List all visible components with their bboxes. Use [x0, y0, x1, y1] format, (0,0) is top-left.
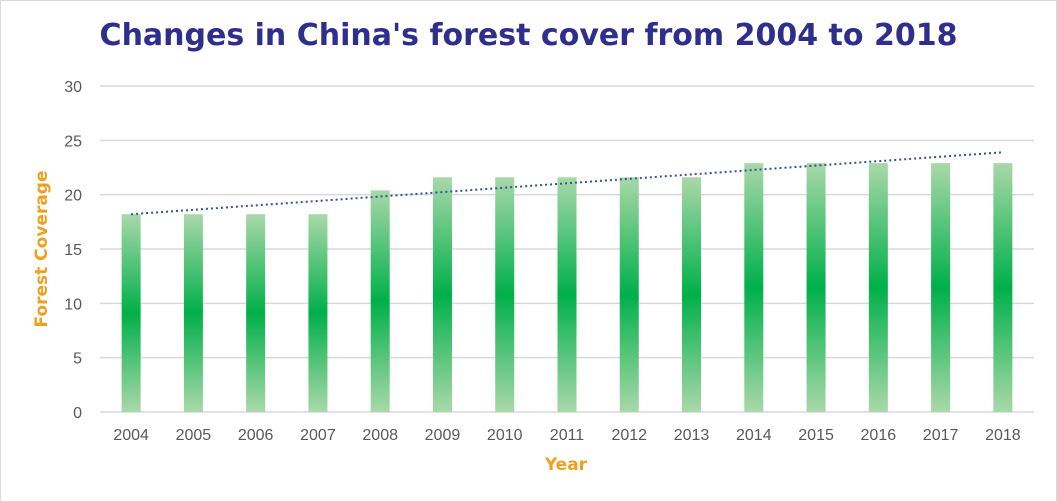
y-tick-label-20: 20 — [64, 188, 82, 205]
y-tick-label-25: 25 — [64, 133, 82, 150]
bar-series — [121, 163, 1013, 412]
bar-2006 — [246, 214, 266, 412]
y-axis-ticks: 0 5 10 15 20 25 30 — [64, 79, 82, 422]
trendline — [131, 151, 1003, 216]
x-tick-label-2008: 2008 — [362, 427, 398, 444]
x-tick-label-2018: 2018 — [985, 427, 1021, 444]
x-tick-label-2013: 2013 — [674, 427, 710, 444]
x-tick-label-2015: 2015 — [798, 427, 834, 444]
x-axis-ticks: 2004 2005 2006 2007 2008 2009 2010 2011 2012 2013… — [113, 427, 1020, 444]
bar-2008 — [370, 190, 390, 412]
x-tick-label-2007: 2007 — [300, 427, 336, 444]
x-tick-label-2012: 2012 — [611, 427, 647, 444]
x-tick-label-2010: 2010 — [487, 427, 523, 444]
y-tick-label-5: 5 — [73, 351, 82, 368]
x-tick-label-2017: 2017 — [923, 427, 959, 444]
bar-2017 — [931, 163, 951, 412]
x-axis-title: Year — [544, 455, 588, 475]
bar-2004 — [121, 214, 141, 412]
y-tick-label-15: 15 — [64, 242, 82, 259]
x-tick-label-2006: 2006 — [238, 427, 274, 444]
x-tick-label-2005: 2005 — [176, 427, 212, 444]
bar-2016 — [868, 163, 888, 412]
bar-2010 — [495, 177, 515, 412]
bar-2007 — [308, 214, 328, 412]
y-tick-label-30: 30 — [64, 79, 82, 96]
x-tick-label-2009: 2009 — [425, 427, 461, 444]
x-tick-label-2014: 2014 — [736, 427, 772, 444]
bar-2013 — [682, 177, 702, 412]
chart-title: Changes in China's forest cover from 200… — [99, 18, 958, 53]
x-tick-label-2004: 2004 — [113, 427, 149, 444]
bar-2014 — [744, 163, 764, 412]
bar-2009 — [432, 177, 452, 412]
bar-2005 — [183, 214, 203, 412]
x-tick-label-2011: 2011 — [550, 427, 585, 444]
y-tick-label-0: 0 — [73, 405, 82, 422]
bar-2012 — [619, 177, 639, 412]
y-axis-title: Forest Coverage — [32, 170, 52, 327]
bar-2015 — [806, 163, 826, 412]
bar-2018 — [993, 163, 1013, 412]
bar-2011 — [557, 177, 577, 412]
y-tick-label-10: 10 — [64, 296, 82, 313]
x-tick-label-2016: 2016 — [861, 427, 897, 444]
trendline-layer — [131, 151, 1003, 216]
